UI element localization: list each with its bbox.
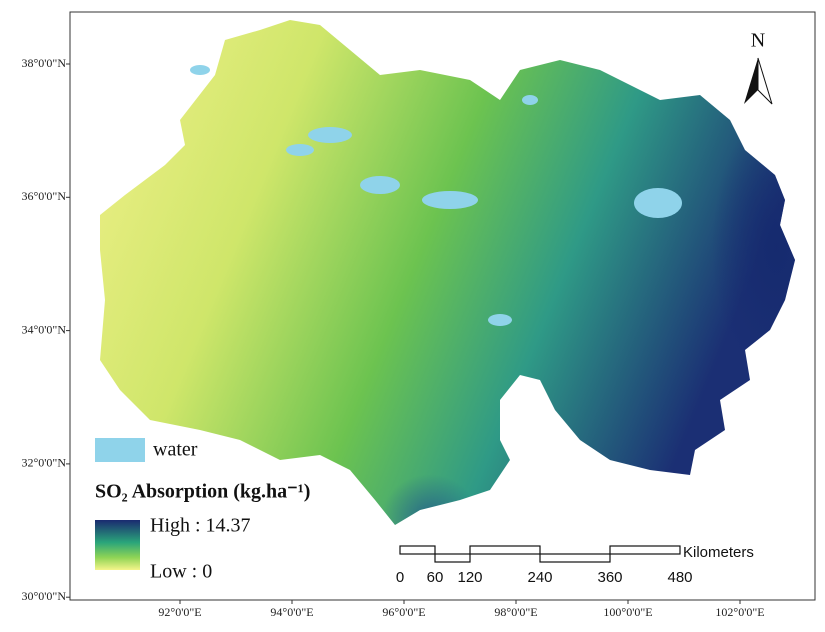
- latitude-label: 38°0'0"N: [21, 56, 66, 70]
- scale-tick-label: 120: [457, 569, 482, 586]
- scale-tick-label: 360: [597, 569, 622, 586]
- scale-segment: [434, 553, 471, 563]
- arrow-half: [744, 58, 758, 104]
- north-arrow: N: [744, 30, 773, 105]
- region: [100, 20, 795, 525]
- map-frame: [69, 11, 816, 601]
- scale-unit: Kilometers: [683, 544, 754, 561]
- latitude-labels: 38°0'0"N 36°0'0"N 34°0'0"N 32°0'0"N 30°0'0"N: [21, 56, 70, 603]
- scale-tick-label: 480: [667, 569, 692, 586]
- water-swatch: [95, 438, 145, 462]
- scale-tick-label: 240: [527, 569, 552, 586]
- latitude-label: 34°0'0"N: [21, 322, 66, 336]
- longitude-label: 100°0'0"E: [603, 605, 652, 619]
- high-zone: [350, 380, 510, 525]
- scale-bar: Kilometers 0 60 120 240 360 480: [396, 544, 754, 586]
- scale-tick-label: 60: [427, 569, 444, 586]
- scale-segment: [539, 553, 611, 563]
- high-zone: [610, 95, 795, 475]
- scale-segment: [609, 545, 681, 555]
- arrow-half: [757, 57, 773, 105]
- scale-segment: [469, 545, 541, 555]
- scale-segment: [399, 545, 436, 555]
- high-label: High : 14.37: [150, 515, 251, 537]
- legend-title: SO₂ Absorption (kg.ha⁻¹): [95, 481, 310, 503]
- longitude-label: 98°0'0"E: [494, 605, 537, 619]
- water-bodies: [190, 65, 682, 326]
- longitude-labels: 92°0'0"E 94°0'0"E 96°0'0"E 98°0'0"E 100°0'0"…: [158, 600, 765, 619]
- color-ramp: [95, 520, 140, 570]
- longitude-label: 92°0'0"E: [158, 605, 201, 619]
- low-label: Low : 0: [150, 561, 212, 583]
- longitude-label: 94°0'0"E: [270, 605, 313, 619]
- longitude-label: 96°0'0"E: [382, 605, 425, 619]
- latitude-label: 36°0'0"N: [21, 189, 66, 203]
- scale-tick-label: 0: [396, 569, 404, 586]
- legend: water SO₂ Absorption (kg.ha⁻¹) High : 14…: [95, 438, 310, 583]
- latitude-label: 30°0'0"N: [21, 589, 66, 603]
- latitude-label: 32°0'0"N: [21, 456, 66, 470]
- north-label: N: [751, 30, 765, 52]
- longitude-label: 102°0'0"E: [715, 605, 764, 619]
- water-label: water: [153, 439, 198, 461]
